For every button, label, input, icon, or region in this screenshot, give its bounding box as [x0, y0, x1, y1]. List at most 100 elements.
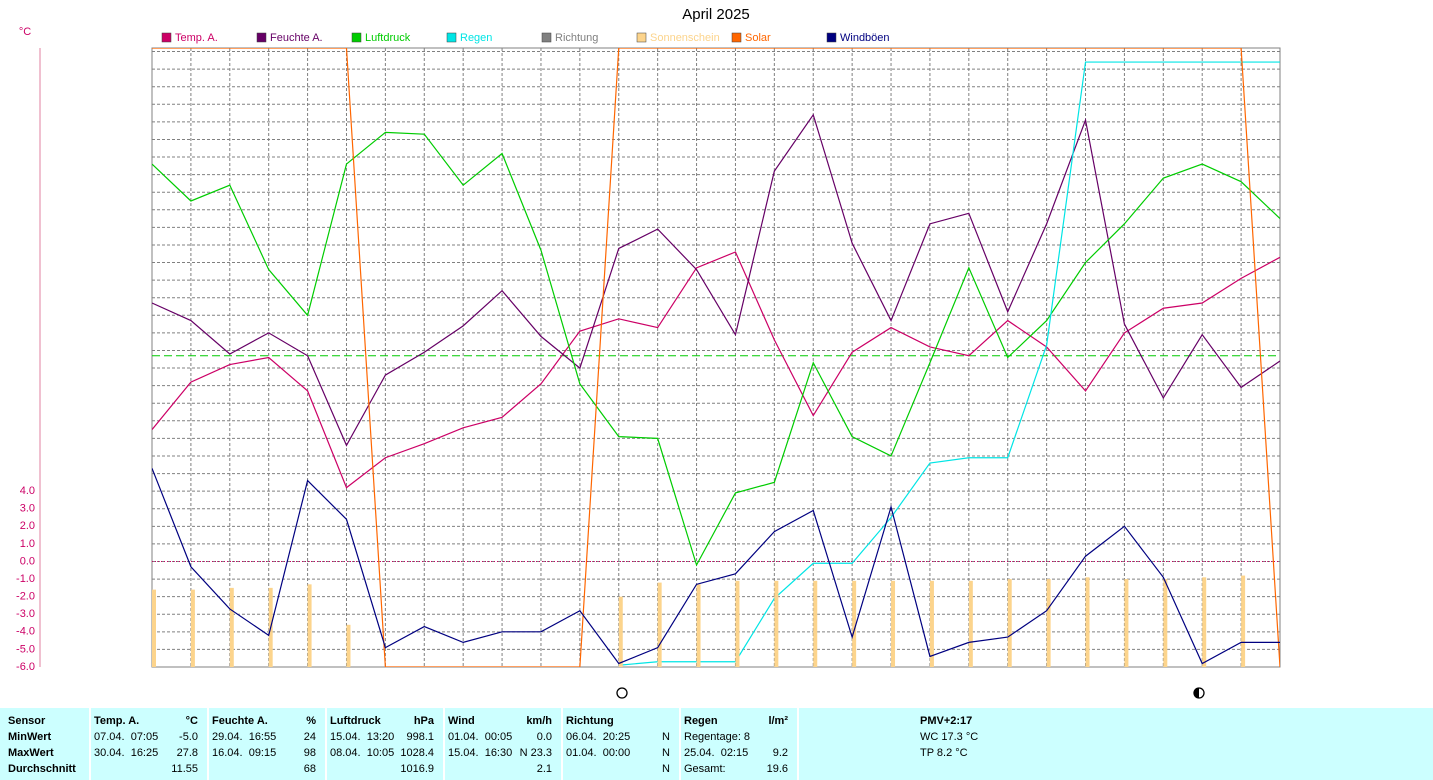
series-line: [152, 113, 1280, 447]
table-cell: 01.04. 00:00: [566, 747, 631, 759]
y-tick-label: -1.0: [16, 573, 35, 585]
table-cell: N: [662, 747, 670, 759]
sunshine-bar: [1007, 579, 1012, 667]
moon-icon-shade: [1194, 688, 1199, 698]
table-cell: Temp. A.: [94, 715, 140, 727]
y-tick-label: -2.0: [16, 591, 35, 603]
table-cell: 30.04. 16:25: [94, 747, 159, 759]
legend-label: Regen: [460, 32, 492, 44]
y-tick-label: 4.0: [20, 485, 35, 497]
table-cell: Feuchte A.: [212, 715, 268, 727]
table-cell: hPa: [413, 715, 434, 727]
sunshine-bar: [968, 580, 973, 667]
table-cell: 19.6: [766, 763, 788, 775]
column-separator: [325, 708, 327, 780]
y-tick-label: -4.0: [16, 626, 35, 638]
legend-swatch: [161, 32, 172, 43]
legend-label: Richtung: [555, 32, 598, 44]
statistics-table: Sensor MinWert MaxWert Durchschnitt Temp. A.…: [0, 708, 1433, 780]
y-tick-label: -5.0: [16, 643, 35, 655]
sunshine-bar: [891, 580, 896, 667]
column-separator: [679, 708, 681, 780]
sunshine-bar: [1046, 579, 1051, 667]
table-cell: l/m²: [768, 715, 788, 727]
grid: [152, 48, 1280, 668]
table-cell: N 23.3: [519, 747, 552, 759]
sunshine-bar: [774, 580, 779, 667]
legend-swatch: [446, 32, 457, 43]
table-cell: MinWert: [8, 731, 52, 743]
legend-swatch: [636, 32, 647, 43]
sunshine-bar: [929, 580, 934, 667]
table-cell: 0.0: [536, 731, 552, 743]
table-cell: 998.1: [406, 731, 434, 743]
table-cell: 25.04. 02:15: [684, 747, 749, 759]
sunshine-bar: [735, 580, 740, 667]
y-tick-label: 3.0: [20, 503, 35, 515]
series-line: [152, 131, 1280, 567]
table-cell: 9.2: [772, 747, 788, 759]
unit-label: °C: [19, 26, 31, 38]
table-cell: PMV+2:17: [920, 715, 973, 727]
table-cell: 1028.4: [400, 747, 434, 759]
legend-label: Windböen: [840, 32, 890, 44]
column-separator: [443, 708, 445, 780]
sunshine-bar: [1241, 575, 1246, 667]
table-cell: Regen: [684, 715, 718, 727]
chart-title: April 2025: [682, 6, 750, 23]
table-cell: 01.04. 00:05: [448, 731, 513, 743]
table-cell: Regentage: 8: [684, 731, 751, 743]
table-cell: 15.04. 16:30: [448, 747, 513, 759]
table-cell: 11.55: [171, 763, 198, 775]
legend-swatch: [541, 32, 552, 43]
legend-label: Temp. A.: [175, 32, 218, 44]
legend-label: Feuchte A.: [270, 32, 323, 44]
table-cell: 24: [303, 731, 316, 743]
legend-swatch: [826, 32, 837, 43]
table-cell: 68: [303, 763, 316, 775]
y-tick-label: -3.0: [16, 608, 35, 620]
sunshine-bar: [852, 580, 857, 667]
table-cell: 07.04. 07:05: [94, 731, 159, 743]
sunshine-bar: [813, 580, 818, 667]
table-cell: 15.04. 13:20: [330, 731, 395, 743]
table-cell: 06.04. 20:25: [566, 731, 631, 743]
sunshine-bar: [657, 582, 662, 667]
table-cell: 98: [303, 747, 316, 759]
column-separator: [89, 708, 91, 780]
sunshine-bar: [229, 587, 234, 667]
column-separator: [561, 708, 563, 780]
table-cell: TP 8.2 °C: [920, 747, 968, 759]
sunshine-bar: [1202, 577, 1207, 667]
column-separator: [207, 708, 209, 780]
sunshine-bar: [307, 584, 312, 667]
table-cell: Sensor: [8, 715, 46, 727]
table-cell: 2.1: [536, 763, 552, 775]
table-cell: MaxWert: [8, 747, 54, 759]
sunshine-bar: [618, 596, 623, 667]
sunshine-bar: [1085, 577, 1090, 667]
sunshine-bar: [696, 584, 701, 667]
table-cell: km/h: [526, 715, 552, 727]
table-cell: Durchschnitt: [8, 763, 76, 775]
legend-label: Sonnenschein: [650, 32, 720, 44]
table-cell: Luftdruck: [330, 715, 381, 727]
table-cell: -5.0: [179, 731, 198, 743]
full-moon-icon: [616, 687, 628, 699]
table-cell: N: [662, 731, 670, 743]
series-line: [152, 251, 1280, 489]
plot-area: [151, 47, 1281, 668]
series-line: [618, 61, 1280, 666]
table-cell: N: [662, 763, 670, 775]
column-separator: [797, 708, 799, 780]
table-cell: %: [306, 715, 316, 727]
table-cell: WC 17.3 °C: [920, 731, 979, 743]
legend-swatch: [256, 32, 267, 43]
y-tick-label: 0.0: [20, 555, 35, 567]
table-cell: 27.8: [176, 747, 198, 759]
table-cell: Gesamt:: [684, 763, 726, 775]
sunshine-bar: [1163, 579, 1168, 667]
sunshine-bar: [152, 589, 156, 667]
chart: April 2025 °C 4.0 3.0 2.0 1.0 0.0 -1.0 -2.0 -3.…: [16, 6, 1281, 699]
